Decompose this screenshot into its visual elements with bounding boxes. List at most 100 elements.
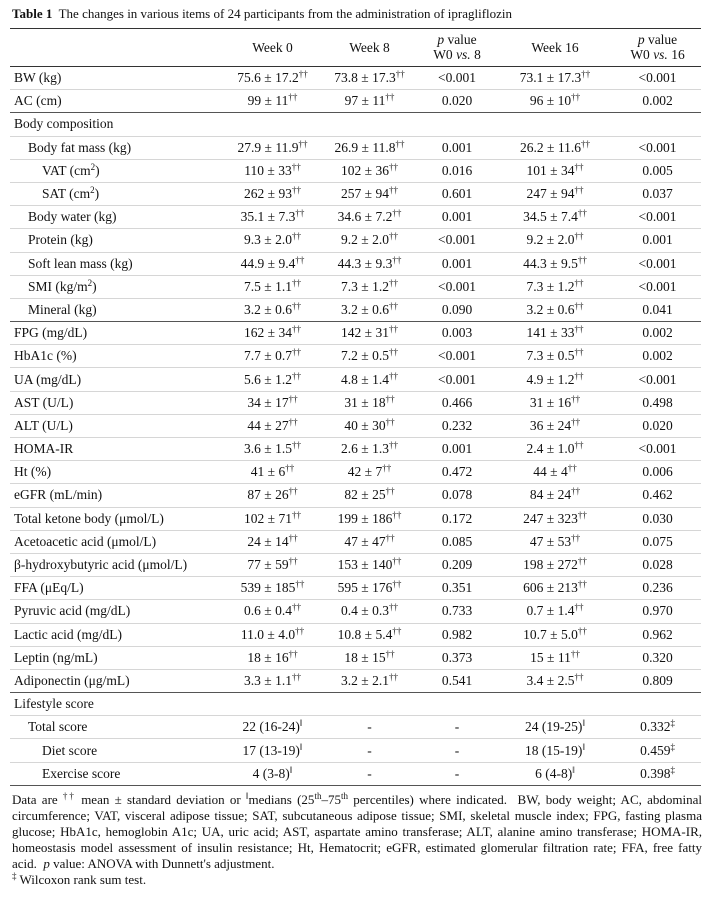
cell: 6 (4-8)‖: [496, 762, 614, 786]
cell: 141 ± 33††: [496, 321, 614, 346]
cell: 7.2 ± 0.5††: [321, 344, 418, 369]
cell: <0.001: [614, 437, 701, 462]
row-label: SAT (cm2): [10, 182, 224, 207]
cell: 34.5 ± 7.4††: [496, 205, 614, 230]
text: 0.809: [642, 672, 673, 688]
text: mean ± standard deviation or: [75, 792, 246, 807]
cell: [496, 112, 614, 137]
cell: 2.6 ± 1.3††: [321, 437, 418, 462]
text: 0.041: [642, 301, 673, 317]
text: 47 ± 47: [344, 533, 386, 549]
superscript: ††: [385, 486, 395, 497]
superscript: ††: [288, 532, 298, 543]
header-line: W0 vs. 16: [614, 47, 701, 62]
text: 17 (13-19): [242, 742, 300, 758]
cell: 11.0 ± 4.0††: [224, 623, 321, 647]
superscript: ††: [392, 254, 402, 265]
text: <0.001: [438, 278, 476, 294]
row-label: SMI (kg/m2): [10, 275, 224, 299]
text: 0.001: [441, 209, 473, 225]
cell: 7.3 ± 1.2††: [321, 275, 418, 299]
superscript: ††: [382, 463, 392, 474]
text: -: [367, 719, 372, 735]
text: 73.8 ± 17.3: [334, 70, 396, 86]
superscript: ††: [388, 231, 398, 242]
text: SAT (cm: [42, 186, 91, 202]
cell: 262 ± 93††: [224, 182, 321, 207]
cell: [418, 692, 496, 717]
cell: 77 ± 59††: [224, 553, 321, 578]
superscript: ‖: [299, 741, 303, 752]
table-row: β-hydroxybutyric acid (μmol/L) 77 ± 59†† 1…: [10, 553, 701, 578]
text: 77 ± 59: [247, 557, 289, 573]
row-label: Leptin (ng/mL): [10, 646, 224, 670]
cell: 0.001: [418, 205, 496, 230]
text: 0.7 ± 1.4: [526, 603, 575, 619]
superscript: ††: [291, 300, 301, 311]
cell: 0.601: [418, 182, 496, 207]
text: ): [95, 162, 100, 178]
cell: 84 ± 24††: [496, 483, 614, 508]
superscript: ††: [291, 185, 301, 196]
cell: 10.8 ± 5.4††: [321, 623, 418, 647]
superscript: ††: [291, 509, 301, 520]
text: 0.001: [441, 139, 473, 155]
footnote-paragraph: Data are †† mean ± standard deviation or…: [12, 792, 702, 872]
cell: 539 ± 185††: [224, 576, 321, 601]
header-line: p value: [614, 32, 701, 47]
text: Week 8: [349, 39, 390, 55]
table-row: Leptin (ng/mL) 18 ± 16†† 18 ± 15†† 0.373 15 …: [10, 646, 701, 670]
cell: 3.2 ± 0.6††: [321, 298, 418, 323]
cell: 96 ± 10††: [496, 89, 614, 114]
cell: 42 ± 7††: [321, 460, 418, 485]
table-row: Acetoacetic acid (μmol/L) 24 ± 14†† 47 ± 4…: [10, 530, 701, 554]
cell: 24 ± 14††: [224, 530, 321, 554]
text: 40 ± 30: [344, 417, 386, 433]
cell: 18 ± 15††: [321, 646, 418, 670]
header-line: Week 16: [496, 40, 614, 55]
superscript: ††: [288, 486, 298, 497]
cell: 9.2 ± 2.0††: [496, 228, 614, 253]
cell: 153 ± 140††: [321, 553, 418, 578]
italic-text: vs.: [653, 47, 668, 62]
cell: 247 ± 323††: [496, 507, 614, 531]
row-label: FFA (μEq/L): [10, 576, 224, 601]
text: 162 ± 34: [244, 325, 292, 341]
row-label: Protein (kg): [10, 228, 224, 253]
text: β-hydroxybutyric acid (μmol/L): [14, 557, 188, 573]
cell: 82 ± 25††: [321, 483, 418, 508]
cell: 0.006: [614, 460, 701, 485]
text: 84 ± 24: [529, 487, 572, 503]
cell: 26.9 ± 11.8††: [321, 136, 418, 160]
superscript: ††: [574, 185, 584, 196]
text: 247 ± 323: [523, 510, 578, 526]
text: 96 ± 10: [529, 93, 572, 109]
superscript: ††: [385, 416, 395, 427]
text: 16: [667, 47, 685, 62]
cell: 44.3 ± 9.3††: [321, 252, 418, 276]
text: value: [644, 32, 678, 47]
cell: <0.001: [614, 136, 701, 160]
text: 0.078: [441, 487, 473, 503]
text: 44.9 ± 9.4: [240, 255, 296, 271]
superscript: ††: [392, 509, 402, 520]
text: 47 ± 53: [529, 533, 572, 549]
row-label: β-hydroxybutyric acid (μmol/L): [10, 553, 224, 578]
cell: 0.002: [614, 321, 701, 346]
cell: 31 ± 18††: [321, 391, 418, 415]
superscript: ††: [571, 92, 581, 103]
superscript: ††: [295, 579, 305, 590]
table-row: AC (cm) 99 ± 11†† 97 ± 11†† 0.020 96 ± 10†† 0…: [10, 89, 701, 114]
superscript: ††: [291, 347, 301, 358]
text: 2.4 ± 1.0: [526, 441, 575, 457]
cell: -: [321, 715, 418, 740]
superscript: ††: [574, 370, 584, 381]
text: <0.001: [438, 70, 476, 86]
superscript: ††: [388, 300, 398, 311]
cell: 0.090: [418, 298, 496, 323]
cell: <0.001: [418, 66, 496, 91]
superscript: ††: [577, 509, 587, 520]
cell: 0.373: [418, 646, 496, 670]
cell: 4.8 ± 1.4††: [321, 367, 418, 392]
text: 7.3 ± 1.2: [526, 278, 575, 294]
